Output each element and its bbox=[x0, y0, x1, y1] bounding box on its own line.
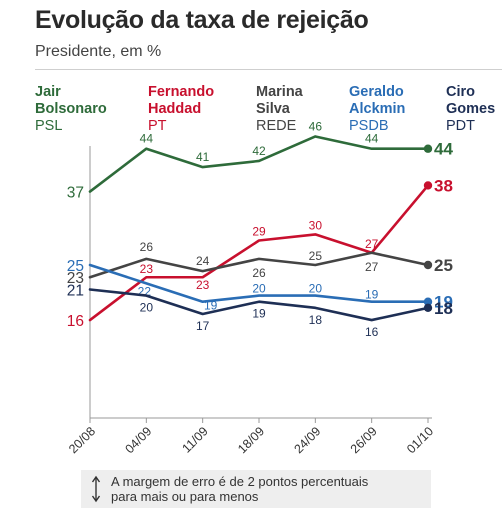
end-value-label: 38 bbox=[434, 176, 453, 195]
data-label: 46 bbox=[309, 119, 323, 133]
data-point bbox=[423, 260, 433, 270]
data-label: 24 bbox=[196, 254, 210, 268]
legend-item: Marina Silva REDE bbox=[256, 84, 303, 135]
data-label: 23 bbox=[140, 262, 154, 276]
data-label: 16 bbox=[365, 325, 379, 339]
data-label: 20 bbox=[309, 282, 323, 296]
legend-party: PSL bbox=[35, 118, 63, 134]
end-value-label: 25 bbox=[434, 256, 453, 275]
header-divider bbox=[35, 69, 502, 70]
start-value-label: 21 bbox=[67, 282, 84, 299]
data-label: 25 bbox=[309, 249, 323, 263]
legend-item: Ciro Gomes PDT bbox=[446, 84, 495, 135]
data-label: 29 bbox=[252, 225, 266, 239]
data-label: 19 bbox=[204, 299, 218, 313]
legend-name: Geraldo Alckmin bbox=[349, 84, 406, 117]
series-line bbox=[88, 288, 430, 322]
series-line bbox=[88, 263, 430, 304]
x-tick-label: 11/09 bbox=[179, 424, 210, 455]
data-point bbox=[423, 297, 433, 306]
end-value-label: 18 bbox=[434, 299, 453, 318]
chart-subtitle: Presidente, em % bbox=[35, 43, 162, 60]
legend-item: Geraldo Alckmin PSDB bbox=[349, 84, 405, 135]
x-tick-label: 24/09 bbox=[291, 424, 323, 456]
legend-party: PSDB bbox=[349, 118, 389, 134]
series-line bbox=[88, 251, 430, 279]
start-value-label: 23 bbox=[67, 270, 84, 287]
data-label: 27 bbox=[365, 237, 379, 251]
legend-name: Ciro Gomes bbox=[446, 84, 496, 117]
data-label: 17 bbox=[196, 319, 210, 333]
legend-party: PT bbox=[148, 118, 167, 134]
x-tick-label: 04/09 bbox=[122, 424, 154, 456]
series-line bbox=[88, 135, 430, 193]
margin-note: A margem de erro é de 2 pontos percentua… bbox=[81, 470, 431, 508]
start-value-label: 37 bbox=[67, 185, 84, 202]
legend-party: PDT bbox=[446, 118, 475, 134]
legend-name: Jair Bolsonaro bbox=[35, 84, 107, 117]
data-label: 44 bbox=[140, 132, 154, 146]
margin-note-text: A margem de erro é de 2 pontos percentua… bbox=[111, 474, 369, 504]
chart-title: Evolução da taxa de rejeição bbox=[35, 6, 369, 34]
data-label: 20 bbox=[140, 301, 154, 315]
data-label: 26 bbox=[252, 266, 266, 280]
data-label: 44 bbox=[365, 132, 379, 146]
legend-name: Fernando Haddad bbox=[148, 84, 215, 117]
data-point bbox=[423, 144, 433, 153]
data-label: 19 bbox=[365, 288, 379, 302]
legend-name: Marina Silva bbox=[256, 84, 303, 117]
data-label: 30 bbox=[309, 218, 323, 232]
data-label: 41 bbox=[196, 150, 210, 164]
legend-party: REDE bbox=[256, 118, 297, 134]
up-down-arrow-icon bbox=[91, 475, 101, 503]
data-label: 23 bbox=[196, 278, 210, 292]
x-tick-label: 20/08 bbox=[66, 424, 98, 456]
end-value-label: 19 bbox=[434, 293, 453, 312]
data-label: 42 bbox=[252, 144, 266, 158]
x-tick-label: 18/09 bbox=[235, 424, 267, 456]
data-label: 20 bbox=[252, 282, 266, 296]
data-label: 27 bbox=[365, 260, 379, 274]
start-value-label: 25 bbox=[67, 258, 84, 275]
end-value-label: 44 bbox=[434, 140, 453, 159]
data-point bbox=[423, 181, 433, 190]
start-value-label: 16 bbox=[67, 313, 84, 330]
data-label: 19 bbox=[252, 307, 266, 321]
legend-item: Fernando Haddad PT bbox=[148, 84, 214, 135]
x-tick-label: 01/10 bbox=[404, 424, 436, 456]
data-label: 18 bbox=[309, 313, 323, 327]
data-point bbox=[423, 303, 433, 313]
data-label: 26 bbox=[140, 240, 154, 254]
x-tick-label: 26/09 bbox=[348, 424, 380, 456]
legend-item: Jair Bolsonaro PSL bbox=[35, 84, 107, 135]
